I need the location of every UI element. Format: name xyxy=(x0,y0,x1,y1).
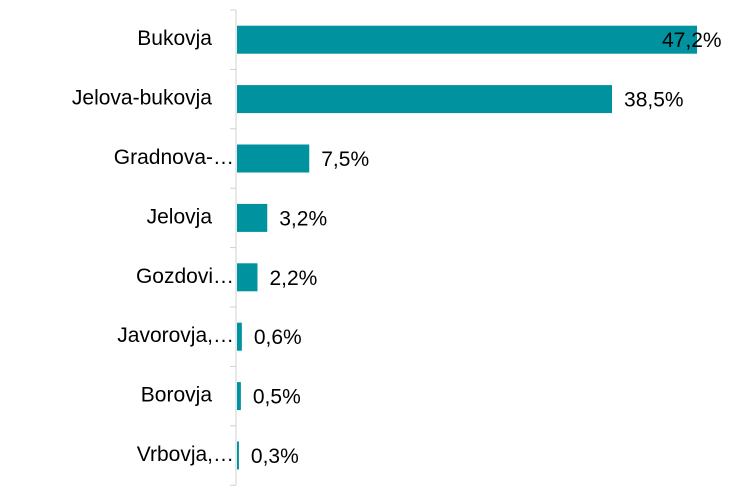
value-label: 0,3% xyxy=(251,445,299,468)
value-label: 0,5% xyxy=(253,386,301,409)
category-label: Javorovja,… xyxy=(117,324,234,347)
category-label: Jelovja xyxy=(147,205,213,228)
bar xyxy=(237,203,268,232)
category-label: Gozdovi… xyxy=(136,265,234,288)
bar xyxy=(237,441,239,470)
value-label: 38,5% xyxy=(624,89,684,112)
bar xyxy=(237,25,697,54)
category-label: Gradnova-… xyxy=(114,146,234,169)
category-label: Borovja xyxy=(141,384,213,407)
category-label: Jelova-bukovja xyxy=(72,87,212,110)
value-label: 3,2% xyxy=(279,207,327,230)
value-label: 7,5% xyxy=(321,148,369,171)
category-label: Bukovja xyxy=(137,27,212,50)
bar xyxy=(237,382,241,411)
value-label: 0,6% xyxy=(254,326,302,349)
value-label: 2,2% xyxy=(269,267,317,290)
bar xyxy=(237,85,613,114)
bar xyxy=(237,144,310,173)
category-label: Vrbovja,… xyxy=(137,443,234,466)
bar xyxy=(237,322,242,351)
bar xyxy=(237,263,258,292)
value-label: 47,2% xyxy=(662,29,722,52)
